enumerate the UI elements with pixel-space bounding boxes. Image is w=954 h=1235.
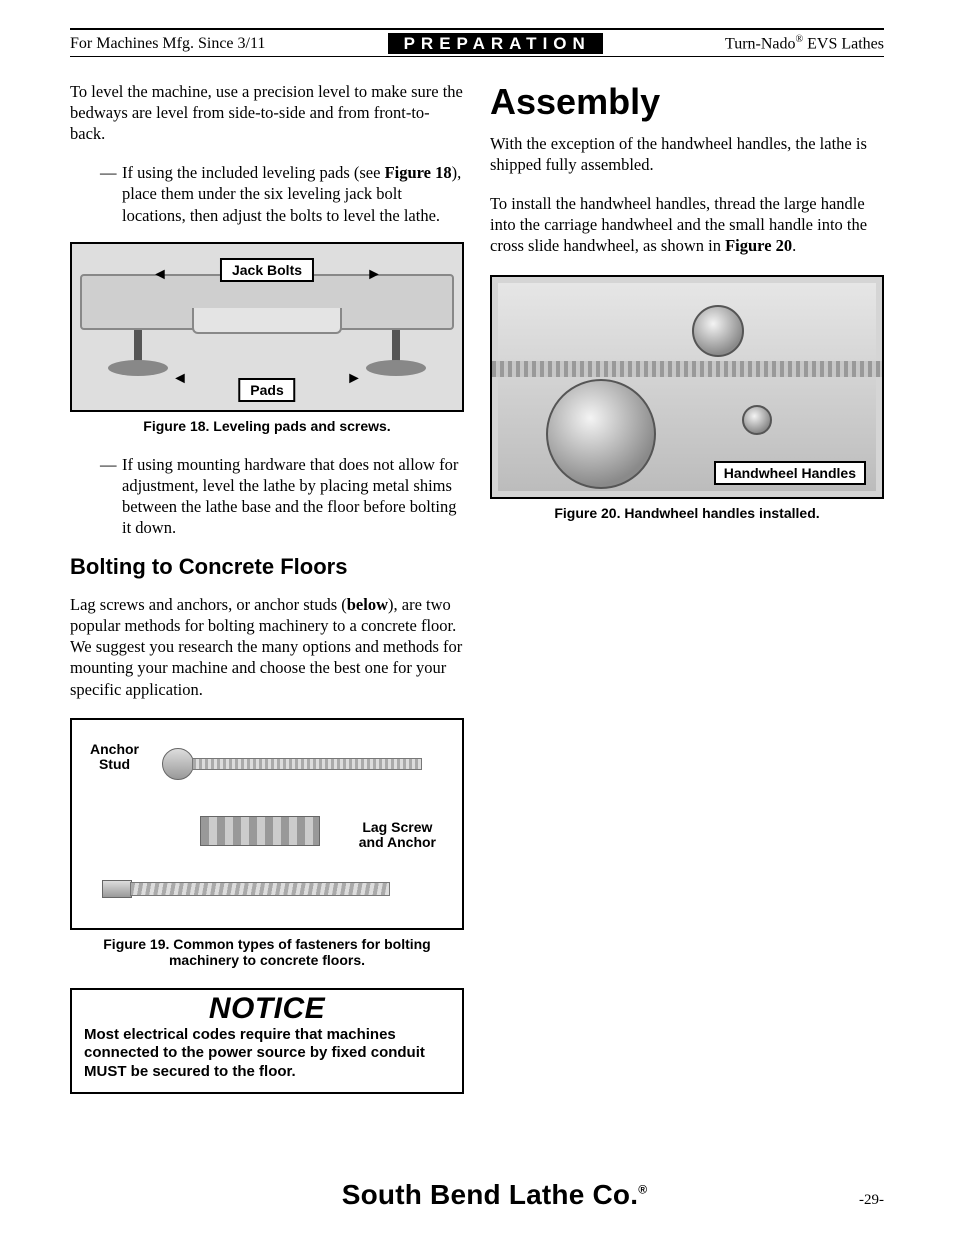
footer-page-number: -29- (859, 1192, 884, 1209)
bolting-heading: Bolting to Concrete Floors (70, 554, 464, 580)
fig18-leveling-pad (108, 360, 168, 376)
bolting-text: Lag screws and anchors, or anchor studs … (70, 594, 464, 700)
footer-brand: South Bend Lathe Co.® (130, 1179, 859, 1211)
arrow-right-icon: ► (366, 266, 382, 284)
fig18-leveling-pad (366, 360, 426, 376)
fig20-cross-slide-handwheel (692, 305, 744, 357)
para2-figure-ref: Figure 20 (725, 236, 792, 255)
notice-box: NOTICE Most electrical codes require tha… (70, 988, 464, 1094)
bolting-prefix: Lag screws and anchors, or anchor studs … (70, 595, 347, 614)
figure-19-caption: Figure 19. Common types of fasteners for… (70, 936, 464, 968)
content-columns: To level the machine, use a precision le… (70, 81, 884, 1094)
figure-19-image: Anchor Stud Lag Screw and Anchor (70, 718, 464, 930)
fig20-handwheel-label: Handwheel Handles (714, 461, 866, 485)
left-column: To level the machine, use a precision le… (70, 81, 464, 1094)
fig18-jack-bolt (392, 330, 400, 364)
para2-prefix: To install the handwheel handles, thread… (490, 194, 867, 255)
bullet1-prefix: If using the included leveling pads (see (122, 163, 385, 182)
header-left-text: For Machines Mfg. Since 3/11 (70, 35, 265, 53)
figure-18-caption: Figure 18. Leveling pads and screws. (70, 418, 464, 434)
right-column: Assembly With the exception of the handw… (490, 81, 884, 1094)
arrow-left-icon: ◄ (152, 266, 168, 284)
notice-title: NOTICE (84, 992, 450, 1026)
fig19-lag-head (102, 880, 132, 898)
bullet1-figure-ref: Figure 18 (385, 163, 452, 182)
header-product-suffix: EVS Lathes (803, 35, 884, 52)
bullet2-text: If using mounting hardware that does not… (122, 454, 464, 538)
bullet-item-leveling-pads: — If using the included leveling pads (s… (100, 162, 464, 225)
fig18-pads-label: Pads (238, 378, 295, 402)
assembly-para2: To install the handwheel handles, thread… (490, 193, 884, 256)
fig18-jack-bolts-label: Jack Bolts (220, 258, 314, 282)
assembly-para1: With the exception of the handwheel hand… (490, 133, 884, 175)
notice-body: Most electrical codes require that machi… (84, 1026, 450, 1082)
fig19-lag-shaft (130, 882, 390, 896)
registered-mark: ® (796, 34, 804, 45)
bullet-item-mounting-hardware: — If using mounting hardware that does n… (100, 454, 464, 538)
fig18-notch (192, 308, 342, 334)
fig20-knob (742, 405, 772, 435)
figure-20-image: Handwheel Handles (490, 275, 884, 499)
fig19-anchor-sleeve (200, 816, 320, 846)
fig18-jack-bolt (134, 330, 142, 364)
registered-mark: ® (638, 1183, 647, 1197)
bullet-dash-icon: — (100, 454, 122, 538)
header-product-prefix: Turn-Nado (725, 35, 796, 52)
fig19-anchor-stud-shaft (192, 758, 422, 770)
arrow-left-icon: ◄ (172, 370, 188, 388)
footer-brand-text: South Bend Lathe Co. (342, 1179, 638, 1210)
bullet-dash-icon: — (100, 162, 122, 225)
bolting-bold: below (347, 595, 388, 614)
fig19-anchor-stud-head (162, 748, 194, 780)
page-footer: South Bend Lathe Co.® -29- (70, 1179, 884, 1211)
fig19-anchor-stud-label: Anchor Stud (90, 742, 139, 773)
bullet-text: If using the included leveling pads (see… (122, 162, 464, 225)
figure-18-image: Jack Bolts ◄ ► ◄ ► Pads (70, 242, 464, 412)
para2-suffix: . (792, 236, 796, 255)
assembly-heading: Assembly (490, 81, 884, 123)
arrow-right-icon: ► (346, 370, 362, 388)
header-section-title: PREPARATION (388, 33, 603, 54)
fig19-lag-screw-label: Lag Screw and Anchor (359, 820, 436, 851)
figure-20-caption: Figure 20. Handwheel handles installed. (490, 505, 884, 521)
leveling-intro-text: To level the machine, use a precision le… (70, 81, 464, 144)
page-header: For Machines Mfg. Since 3/11 PREPARATION… (70, 28, 884, 57)
header-right-text: Turn-Nado® EVS Lathes (725, 34, 884, 53)
fig20-carriage-handwheel (546, 379, 656, 489)
fig20-rail (492, 361, 882, 377)
